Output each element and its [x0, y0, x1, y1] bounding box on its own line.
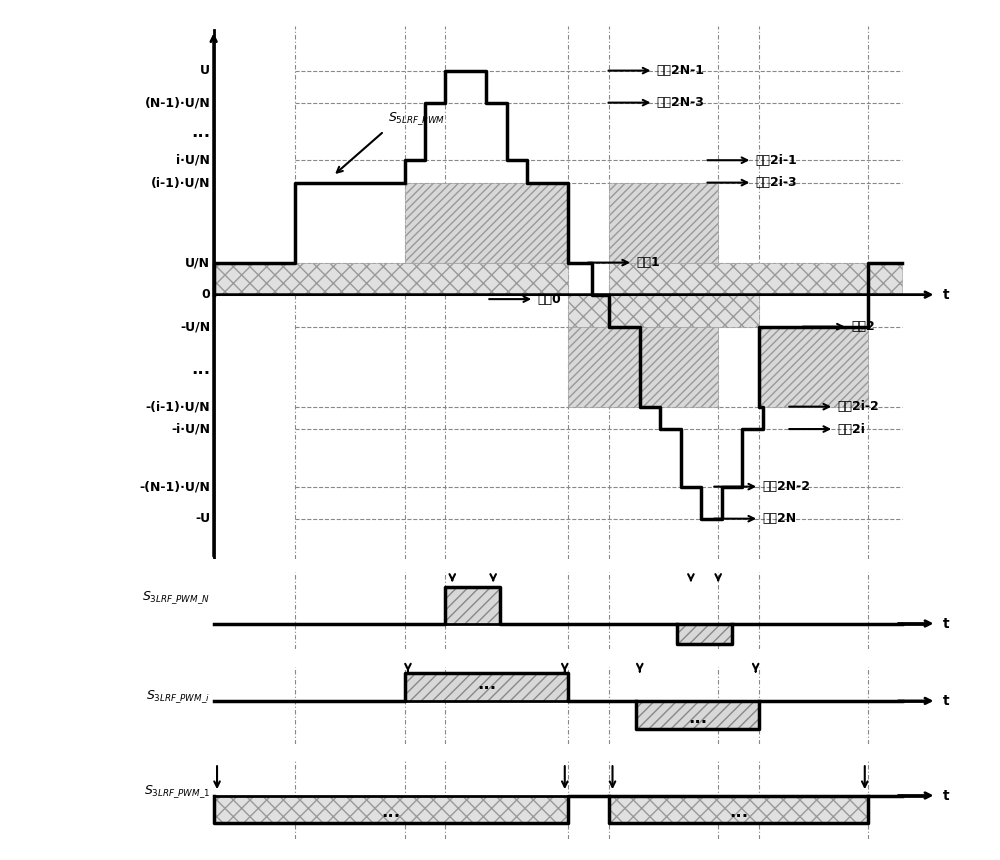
Text: -U/N: -U/N [180, 320, 210, 333]
Text: -(i-1)·U/N: -(i-1)·U/N [146, 400, 210, 413]
Text: 电剷2N-3: 电剷2N-3 [657, 96, 705, 109]
Text: 电剷1: 电剷1 [636, 256, 660, 269]
Text: 电剷2N-2: 电剷2N-2 [762, 480, 810, 493]
Text: 电剷2i-3: 电剷2i-3 [756, 176, 797, 189]
Text: (N-1)·U/N: (N-1)·U/N [144, 96, 210, 109]
Bar [445, 587, 500, 623]
Text: ...: ... [381, 803, 400, 820]
Text: $S_{3LRF\_PWM\_N}$: $S_{3LRF\_PWM\_N}$ [142, 589, 210, 606]
Text: (i-1)·U/N: (i-1)·U/N [151, 176, 210, 189]
Bar [568, 295, 759, 327]
Text: t: t [943, 694, 950, 708]
Text: -i·U/N: -i·U/N [171, 422, 210, 435]
Text: 电剷2i-1: 电剷2i-1 [756, 154, 797, 167]
Text: 0: 0 [201, 288, 210, 301]
Bar [636, 701, 759, 728]
Text: -U: -U [195, 513, 210, 525]
Bar [609, 182, 718, 262]
Bar [214, 262, 568, 295]
Text: ...: ... [191, 359, 210, 378]
Bar [677, 624, 732, 644]
Text: $S_{3LRF\_PWM\_i}$: $S_{3LRF\_PWM\_i}$ [146, 688, 210, 705]
Bar [405, 673, 568, 701]
Text: t: t [943, 287, 950, 302]
Text: $S_{5LRF\_PWM}$: $S_{5LRF\_PWM}$ [388, 110, 445, 126]
Text: 电剷2N-1: 电剷2N-1 [657, 64, 705, 77]
Text: 电剷2N: 电剷2N [762, 513, 797, 525]
Bar [609, 262, 902, 295]
Text: -(N-1)·U/N: -(N-1)·U/N [139, 480, 210, 493]
Text: U/N: U/N [185, 256, 210, 269]
Text: 电剷2: 电剷2 [851, 320, 875, 333]
Text: U: U [200, 64, 210, 77]
Bar [759, 327, 868, 407]
Bar [214, 796, 568, 824]
Text: 电剷0: 电剷0 [538, 292, 561, 305]
Text: ...: ... [477, 675, 496, 692]
Text: 电剷2i-2: 电剷2i-2 [837, 400, 879, 413]
Bar [609, 796, 868, 824]
Text: ...: ... [688, 710, 707, 727]
Text: $S_{3LRF\_PWM\_1}$: $S_{3LRF\_PWM\_1}$ [144, 783, 210, 800]
Text: ...: ... [191, 123, 210, 141]
Text: t: t [943, 617, 950, 630]
Text: i·U/N: i·U/N [176, 154, 210, 167]
Text: 电剷2i: 电剷2i [837, 422, 865, 435]
Text: ...: ... [729, 803, 748, 820]
Bar [405, 182, 568, 262]
Bar [568, 327, 718, 407]
Text: t: t [943, 789, 950, 802]
